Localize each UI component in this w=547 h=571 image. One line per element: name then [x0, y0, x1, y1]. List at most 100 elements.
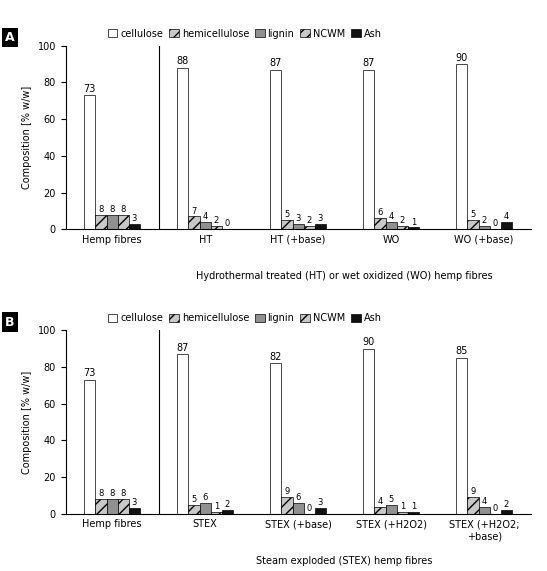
Bar [281, 497, 293, 514]
Bar [118, 215, 129, 230]
Text: 8: 8 [98, 489, 104, 498]
Bar [467, 220, 479, 230]
Bar [374, 218, 386, 230]
Text: 5: 5 [191, 495, 196, 504]
Bar [479, 226, 490, 230]
Text: 1: 1 [400, 502, 405, 511]
Bar [107, 499, 118, 514]
Text: 90: 90 [363, 337, 375, 347]
Text: A: A [5, 31, 15, 44]
Bar [397, 226, 408, 230]
Bar [188, 216, 200, 230]
Bar [304, 226, 315, 230]
Bar [293, 224, 304, 230]
Text: 73: 73 [84, 368, 96, 379]
Text: 0: 0 [225, 219, 230, 228]
Bar [200, 222, 211, 230]
Bar [315, 224, 326, 230]
Bar [129, 508, 140, 514]
Text: 2: 2 [504, 500, 509, 509]
Text: 9: 9 [284, 488, 289, 496]
Text: 82: 82 [270, 352, 282, 362]
Legend: cellulose, hemicellulose, lignin, NCWM, Ash: cellulose, hemicellulose, lignin, NCWM, … [108, 29, 382, 38]
Bar [293, 503, 304, 514]
Legend: cellulose, hemicellulose, lignin, NCWM, Ash: cellulose, hemicellulose, lignin, NCWM, … [108, 313, 382, 323]
Bar [363, 349, 374, 514]
Text: Steam exploded (STEX) hemp fibres: Steam exploded (STEX) hemp fibres [257, 556, 433, 565]
Bar [222, 510, 233, 514]
Bar [118, 499, 129, 514]
Text: 6: 6 [377, 208, 383, 218]
Text: 3: 3 [132, 498, 137, 508]
Text: B: B [5, 316, 15, 328]
Bar [501, 222, 512, 230]
Text: 73: 73 [84, 84, 96, 94]
Text: 2: 2 [307, 216, 312, 225]
Text: 6: 6 [295, 493, 301, 502]
Bar [200, 503, 211, 514]
Text: 4: 4 [481, 497, 487, 506]
Text: 7: 7 [191, 207, 197, 215]
Bar [107, 215, 118, 230]
Bar [315, 508, 326, 514]
Bar [456, 358, 467, 514]
Text: 0: 0 [307, 504, 312, 513]
Bar [95, 215, 107, 230]
Text: 87: 87 [363, 58, 375, 68]
Text: 1: 1 [214, 502, 219, 511]
Bar [177, 68, 188, 230]
Bar [408, 227, 419, 230]
Text: 2: 2 [225, 500, 230, 509]
Text: 8: 8 [109, 489, 115, 498]
Y-axis label: Composition [% w/w]: Composition [% w/w] [22, 86, 32, 189]
Text: 3: 3 [295, 214, 301, 223]
Text: 87: 87 [177, 343, 189, 353]
Bar [84, 95, 95, 230]
Text: 8: 8 [120, 204, 126, 214]
Bar [363, 70, 374, 230]
Text: 88: 88 [177, 57, 189, 66]
Bar [397, 512, 408, 514]
Text: 2: 2 [481, 216, 487, 225]
Text: 5: 5 [284, 210, 289, 219]
Bar [177, 354, 188, 514]
Text: 1: 1 [411, 218, 416, 227]
Bar [386, 222, 397, 230]
Text: 5: 5 [388, 495, 394, 504]
Text: 90: 90 [456, 53, 468, 63]
Bar [270, 363, 281, 514]
Bar [188, 505, 200, 514]
Text: 9: 9 [470, 488, 475, 496]
Bar [408, 512, 419, 514]
Text: 87: 87 [270, 58, 282, 68]
Text: 3: 3 [132, 214, 137, 223]
Text: 4: 4 [504, 212, 509, 221]
Text: 3: 3 [318, 498, 323, 508]
Text: 85: 85 [456, 347, 468, 356]
Bar [281, 220, 293, 230]
Text: 2: 2 [400, 216, 405, 225]
Text: 4: 4 [388, 212, 394, 221]
Text: 1: 1 [411, 502, 416, 511]
Bar [479, 506, 490, 514]
Bar [456, 64, 467, 230]
Text: 0: 0 [493, 219, 498, 228]
Bar [270, 70, 281, 230]
Text: 6: 6 [202, 493, 208, 502]
Bar [84, 380, 95, 514]
Text: 0: 0 [493, 504, 498, 513]
Bar [374, 506, 386, 514]
Text: 4: 4 [202, 212, 208, 221]
Y-axis label: Composition [% w/w]: Composition [% w/w] [22, 371, 32, 474]
Text: 8: 8 [109, 204, 115, 214]
Bar [501, 510, 512, 514]
Text: 2: 2 [214, 216, 219, 225]
Text: 3: 3 [318, 214, 323, 223]
Text: 5: 5 [470, 210, 475, 219]
Text: 8: 8 [98, 204, 104, 214]
Bar [211, 512, 222, 514]
Text: 8: 8 [120, 489, 126, 498]
Bar [386, 505, 397, 514]
Bar [129, 224, 140, 230]
Bar [211, 226, 222, 230]
